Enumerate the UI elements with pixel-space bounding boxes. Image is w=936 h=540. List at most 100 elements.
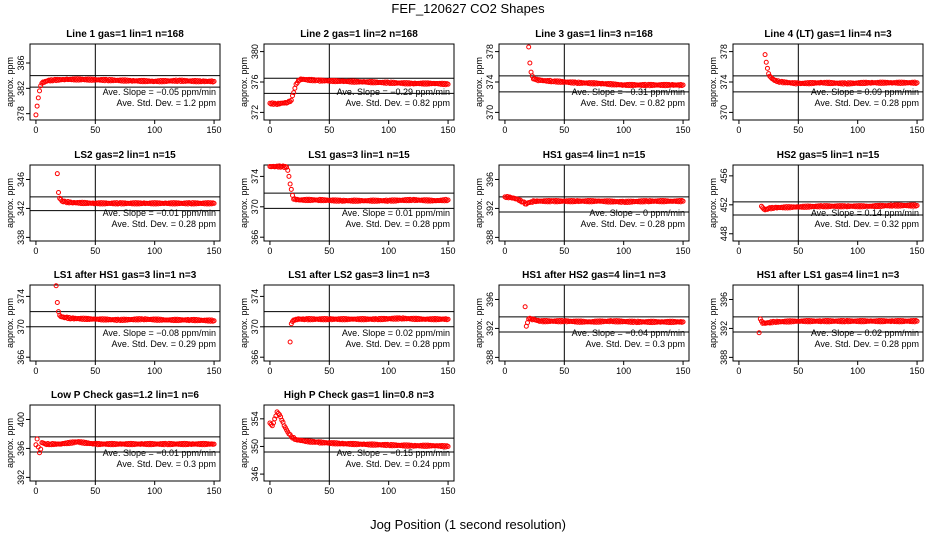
x-tick-label: 100 <box>147 125 162 135</box>
figure-xlabel: Jog Position (1 second resolution) <box>370 517 566 532</box>
x-tick-label: 150 <box>441 246 456 256</box>
plot-frame <box>263 284 455 362</box>
slope-annotation: Ave. Slope = 0.01 ppm/min <box>342 208 450 218</box>
interpolated-data-point <box>678 82 684 88</box>
x-tick-label: 100 <box>381 246 396 256</box>
y-tick-label: 374 <box>16 289 26 304</box>
x-tick-label: 100 <box>616 246 631 256</box>
slope-annotation: Ave. Slope = −0.29 ppm/min <box>337 87 450 97</box>
data-point <box>766 71 772 77</box>
x-tick-label: 150 <box>910 125 925 135</box>
x-tick-label: 150 <box>441 366 456 376</box>
slope-annotation: Ave. Slope = 0.14 ppm/min <box>811 208 919 218</box>
data-point <box>286 173 292 179</box>
stddev-annotation: Ave. Std. Dev. = 0.3 ppm <box>586 339 685 349</box>
x-tick-label: 0 <box>267 125 272 135</box>
data-point <box>272 416 278 422</box>
y-tick-label: 378 <box>16 106 26 121</box>
x-tick-label: 100 <box>616 366 631 376</box>
x-tick-label: 150 <box>910 366 925 376</box>
plot-frame <box>263 164 455 242</box>
data-point <box>285 167 291 173</box>
interpolated-data-point <box>209 201 215 207</box>
y-tick-label: 370 <box>719 105 729 120</box>
x-tick-label: 100 <box>147 246 162 256</box>
data-point <box>285 100 291 106</box>
data-point <box>211 441 217 447</box>
plot-frame <box>29 284 221 362</box>
y-tick-label: 392 <box>485 201 495 216</box>
y-axis-label: approx. ppm <box>708 57 718 107</box>
stddev-annotation: Ave. Std. Dev. = 0.3 ppm <box>117 459 216 469</box>
figure-title: FEF_120627 CO2 Shapes <box>391 1 545 16</box>
stddev-annotation: Ave. Std. Dev. = 0.82 ppm <box>581 98 685 108</box>
stddev-annotation: Ave. Std. Dev. = 0.82 ppm <box>346 98 450 108</box>
data-point <box>756 330 762 336</box>
data-point <box>291 90 297 96</box>
panel-title: LS1 gas=3 lin=1 n=15 <box>308 150 410 161</box>
x-tick-label: 150 <box>676 366 691 376</box>
data-point <box>445 316 451 322</box>
data-point <box>54 171 60 177</box>
x-tick-label: 50 <box>324 366 334 376</box>
data-point <box>680 82 686 88</box>
x-tick-label: 50 <box>793 246 803 256</box>
data-point <box>763 59 769 65</box>
x-tick-label: 50 <box>793 125 803 135</box>
x-tick-label: 100 <box>147 486 162 496</box>
y-axis-label: approx. ppm <box>5 298 15 348</box>
stddev-annotation: Ave. Std. Dev. = 0.28 ppm <box>815 98 919 108</box>
y-tick-label: 448 <box>719 226 729 241</box>
y-tick-label: 350 <box>250 439 260 454</box>
x-tick-label: 150 <box>207 486 222 496</box>
y-tick-label: 456 <box>719 168 729 183</box>
data-point <box>762 52 768 58</box>
x-tick-label: 50 <box>90 366 100 376</box>
data-point <box>38 446 44 452</box>
interpolated-data-point <box>443 196 449 202</box>
y-tick-label: 374 <box>250 289 260 304</box>
y-axis-label: approx. ppm <box>474 298 484 348</box>
interpolated-data-point <box>281 165 287 171</box>
x-tick-label: 50 <box>793 366 803 376</box>
y-axis-label: approx. ppm <box>239 57 249 107</box>
stddev-annotation: Ave. Std. Dev. = 0.32 ppm <box>815 219 919 229</box>
y-axis-label: approx. ppm <box>239 298 249 348</box>
data-point <box>526 44 532 50</box>
y-tick-label: 396 <box>485 292 495 307</box>
data-point <box>211 200 217 206</box>
y-tick-label: 400 <box>16 412 26 427</box>
data-point <box>33 112 39 118</box>
y-tick-label: 346 <box>250 467 260 482</box>
y-tick-label: 382 <box>16 81 26 96</box>
y-tick-label: 380 <box>250 44 260 59</box>
x-tick-label: 100 <box>147 366 162 376</box>
panel-title: High P Check gas=1 lin=0.8 n=3 <box>284 390 435 401</box>
data-point <box>914 80 920 86</box>
slope-annotation: Ave. Slope = −0.04 ppm/min <box>572 328 685 338</box>
x-tick-label: 0 <box>267 486 272 496</box>
stddev-annotation: Ave. Std. Dev. = 0.24 ppm <box>346 459 450 469</box>
data-point <box>680 319 686 325</box>
data-point <box>57 195 63 201</box>
x-tick-label: 0 <box>736 246 741 256</box>
data-point <box>764 65 770 71</box>
x-tick-label: 100 <box>381 486 396 496</box>
data-point <box>269 423 275 429</box>
plot-frame <box>29 43 221 121</box>
x-tick-label: 0 <box>33 246 38 256</box>
y-tick-label: 378 <box>719 44 729 59</box>
y-tick-label: 392 <box>719 321 729 336</box>
data-point <box>53 283 59 289</box>
data-point <box>288 186 294 192</box>
interpolated-data-point <box>275 410 281 416</box>
data-point <box>38 83 44 89</box>
panel-title: LS1 after HS1 gas=3 lin=1 n=3 <box>54 270 197 281</box>
data-point <box>288 97 294 103</box>
y-axis-label: approx. ppm <box>474 178 484 228</box>
x-tick-label: 100 <box>850 125 865 135</box>
x-tick-label: 100 <box>850 246 865 256</box>
x-tick-label: 0 <box>502 366 507 376</box>
interpolated-data-point <box>209 317 215 323</box>
